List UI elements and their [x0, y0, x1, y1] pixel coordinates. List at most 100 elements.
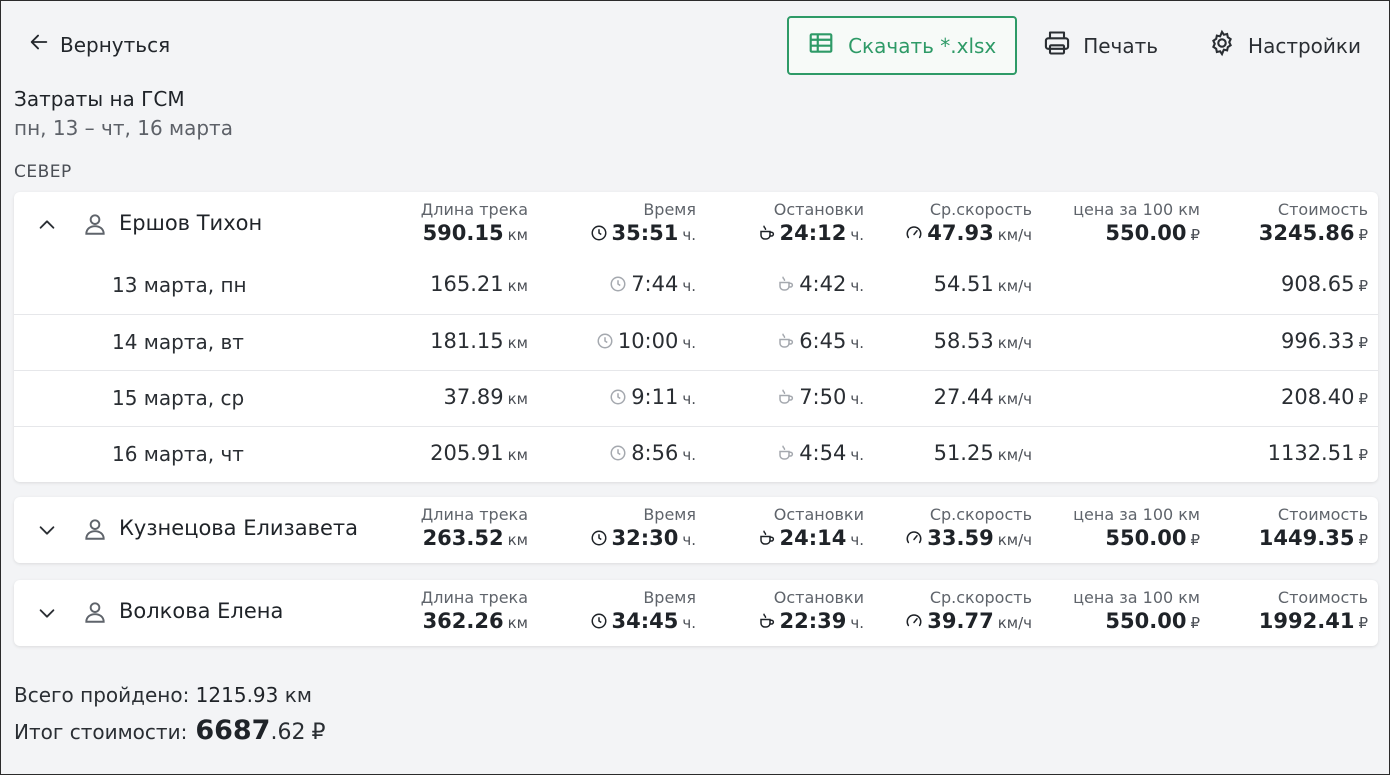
price-cell: цена за 100 км 550.00 ₽	[1073, 505, 1200, 551]
day-time-value: 8:56	[631, 441, 679, 465]
chevron-up-icon[interactable]	[36, 214, 58, 236]
unit-h: ч.	[682, 531, 696, 549]
currency-symbol: ₽	[1190, 614, 1200, 632]
coffee-icon	[758, 529, 776, 547]
speedometer-icon	[905, 224, 923, 242]
price-value: 550.00	[1105, 221, 1187, 245]
speed-value: 33.59	[927, 526, 994, 550]
driver-summary-row[interactable]: Волкова Елена Длина трека 362.26 км Время…	[14, 580, 1378, 646]
driver-summary-row[interactable]: Ершов Тихон Длина трека 590.15 км Время 3…	[14, 192, 1378, 258]
track-length-value: 263.52	[422, 526, 504, 550]
total-cost-currency: ₽	[311, 720, 326, 745]
unit-kmh: км/ч	[997, 334, 1032, 352]
unit-km: км	[507, 277, 528, 295]
total-distance-label: Всего пройдено:	[14, 683, 190, 707]
driver-card: Волкова Елена Длина трека 362.26 км Время…	[14, 580, 1378, 646]
total-distance-value: 1215.93	[195, 683, 279, 707]
time-value: 32:30	[611, 526, 679, 550]
chevron-down-icon[interactable]	[36, 602, 58, 624]
speedometer-icon	[905, 529, 923, 547]
stops-label: Остановки	[773, 588, 864, 607]
chevron-down-icon[interactable]	[36, 519, 58, 541]
unit-h: ч.	[682, 446, 696, 464]
day-cost-value: 208.40	[1280, 385, 1355, 409]
day-cost-value: 1132.51	[1267, 441, 1355, 465]
cost-value: 1449.35	[1258, 526, 1355, 550]
toolbar-actions: Скачать *.xlsx Печать Настройки	[787, 16, 1361, 75]
currency-symbol: ₽	[1190, 531, 1200, 549]
day-stops-value: 6:45	[799, 329, 847, 353]
price-value: 550.00	[1105, 609, 1187, 633]
stops-cell: Остановки 22:39 ч.	[758, 588, 864, 634]
clock-icon	[596, 332, 614, 350]
day-track-value: 165.21	[430, 272, 504, 296]
track-length-label: Длина трека	[420, 200, 528, 219]
day-stops-value: 7:50	[799, 385, 847, 409]
track-length-cell: Длина трека 362.26 км	[421, 588, 528, 634]
track-length-value: 362.26	[422, 609, 504, 633]
unit-kmh: км/ч	[997, 277, 1032, 295]
stops-cell: Остановки 24:14 ч.	[758, 505, 864, 551]
day-track-value: 205.91	[430, 441, 504, 465]
unit-kmh: км/ч	[997, 531, 1032, 549]
day-speed-value: 58.53	[933, 329, 994, 353]
currency-symbol: ₽	[1358, 446, 1368, 464]
settings-button[interactable]: Настройки	[1208, 29, 1361, 62]
driver-card: Ершов Тихон Длина трека 590.15 км Время 3…	[14, 192, 1378, 482]
table-icon	[808, 30, 834, 61]
unit-km: км	[507, 226, 528, 244]
download-xlsx-button[interactable]: Скачать *.xlsx	[787, 16, 1018, 75]
currency-symbol: ₽	[1358, 390, 1368, 408]
stops-value: 22:39	[779, 609, 847, 633]
day-label: 16 марта, чт	[112, 442, 244, 466]
print-label: Печать	[1083, 33, 1159, 58]
currency-symbol: ₽	[1358, 531, 1368, 549]
day-time-value: 9:11	[631, 385, 679, 409]
unit-km: км	[507, 446, 528, 464]
unit-h: ч.	[850, 614, 864, 632]
unit-h: ч.	[850, 531, 864, 549]
unit-km: км	[507, 614, 528, 632]
coffee-icon	[777, 275, 795, 293]
driver-name: Ершов Тихон	[119, 211, 263, 235]
back-button[interactable]: Вернуться	[28, 31, 170, 58]
currency-symbol: ₽	[1358, 226, 1368, 244]
total-distance-unit: км	[284, 683, 312, 707]
unit-km: км	[507, 531, 528, 549]
print-button[interactable]: Печать	[1043, 29, 1158, 62]
price-label: цена за 100 км	[1073, 200, 1200, 219]
track-length-cell: Длина трека 263.52 км	[421, 505, 528, 551]
day-row: 16 марта, чт 205.91 км 8:56 ч. 4:54 ч. 51.2…	[14, 426, 1378, 482]
day-row: 15 марта, ср 37.89 км 9:11 ч. 7:50 ч. 27.44…	[14, 370, 1378, 426]
currency-symbol: ₽	[1358, 614, 1368, 632]
coffee-icon	[777, 388, 795, 406]
day-row: 14 марта, вт 181.15 км 10:00 ч. 6:45 ч. 58.…	[14, 314, 1378, 370]
price-cell: цена за 100 км 550.00 ₽	[1073, 588, 1200, 634]
user-icon	[82, 599, 108, 625]
clock-icon	[609, 388, 627, 406]
price-value: 550.00	[1105, 526, 1187, 550]
unit-h: ч.	[682, 334, 696, 352]
speed-value: 39.77	[927, 609, 994, 633]
unit-h: ч.	[850, 446, 864, 464]
driver-summary-row[interactable]: Кузнецова Елизавета Длина трека 263.52 км…	[14, 497, 1378, 563]
currency-symbol: ₽	[1190, 226, 1200, 244]
day-rows: 13 марта, пн 165.21 км 7:44 ч. 4:42 ч. 54.5…	[14, 258, 1378, 482]
stops-label: Остановки	[773, 505, 864, 524]
coffee-icon	[777, 332, 795, 350]
coffee-icon	[758, 224, 776, 242]
unit-km: км	[507, 390, 528, 408]
time-value: 35:51	[611, 221, 679, 245]
unit-h: ч.	[682, 226, 696, 244]
cost-value: 1992.41	[1258, 609, 1355, 633]
day-row: 13 марта, пн 165.21 км 7:44 ч. 4:42 ч. 54.5…	[14, 258, 1378, 314]
clock-icon	[590, 612, 608, 630]
day-label: 14 марта, вт	[112, 330, 244, 354]
total-cost-label: Итог стоимости:	[14, 720, 188, 744]
back-label: Вернуться	[60, 32, 171, 57]
time-cell: Время 32:30 ч.	[590, 505, 696, 551]
price-label: цена за 100 км	[1073, 588, 1200, 607]
currency-symbol: ₽	[1358, 277, 1368, 295]
gear-icon	[1208, 29, 1236, 62]
price-label: цена за 100 км	[1073, 505, 1200, 524]
